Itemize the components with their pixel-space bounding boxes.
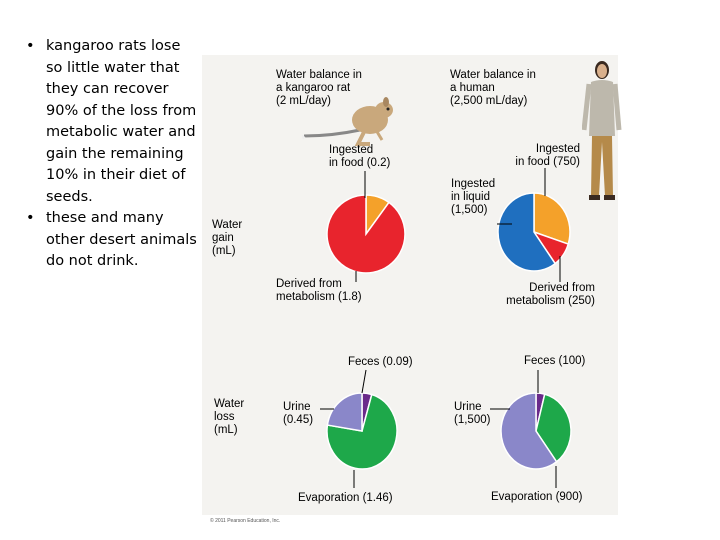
pie-slice-urine <box>326 392 363 432</box>
human-header: Water balance in a human (2,500 mL/day) <box>450 69 536 107</box>
kangaroo-rat-illustration <box>302 97 393 146</box>
human-feces-label: Feces (100) <box>524 355 586 367</box>
bullet-item: these and many other desert animals do n… <box>22 208 197 273</box>
bullet-list: kangaroo rats lose so little water that … <box>22 36 197 273</box>
bullet-item: kangaroo rats lose so little water that … <box>22 36 197 208</box>
pie-slice-urine <box>500 392 558 470</box>
human-evaporation-label: Evaporation (900) <box>491 491 583 503</box>
rat-food-label: Ingested in food (0.2) <box>329 144 391 169</box>
human-liquid-label: Ingested in liquid (1,500) <box>451 178 496 216</box>
water-gain-label: Water gain (mL) <box>212 219 243 257</box>
human-food-label: Ingested in food (750) <box>515 143 580 168</box>
rat-metabolism-label: Derived from metabolism (1.8) <box>276 278 362 303</box>
rat-feces-label: Feces (0.09) <box>348 356 413 368</box>
rat-water-gain-pie <box>326 194 406 274</box>
human-urine-label: Urine (1,500) <box>454 401 491 426</box>
human-metabolism-label: Derived from metabolism (250) <box>506 282 595 307</box>
rat-water-loss-pie <box>326 392 398 470</box>
copyright-text: © 2011 Pearson Education, Inc. <box>210 518 281 524</box>
pie-slice-ingested-in-liquid <box>497 192 557 272</box>
human-water-gain-pie <box>497 192 571 272</box>
human-illustration <box>582 61 622 200</box>
water-loss-label: Water loss (mL) <box>214 398 245 436</box>
pie-slice-ingested-in-food <box>533 192 571 246</box>
pie-slice-evaporation <box>535 393 572 463</box>
kangaroo-rat-header: Water balance in a kangaroo rat (2 mL/da… <box>276 69 362 107</box>
human-water-loss-pie <box>500 392 572 470</box>
pie-slice-derived-from-metabolism <box>326 194 406 274</box>
rat-urine-label: Urine (0.45) <box>283 401 314 426</box>
rat-evaporation-label: Evaporation (1.46) <box>298 492 393 504</box>
